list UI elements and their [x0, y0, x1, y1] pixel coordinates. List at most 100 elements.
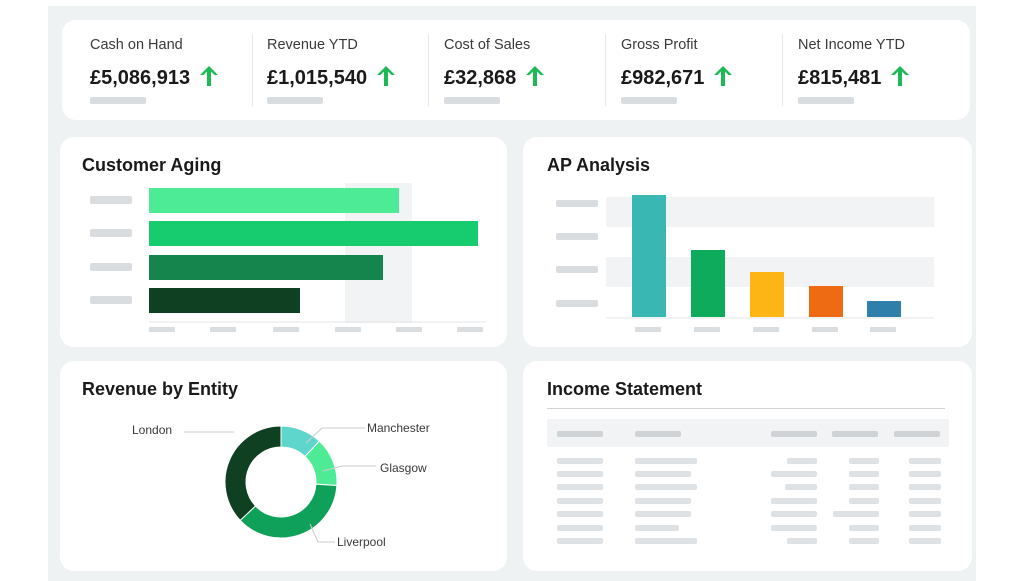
table-cell-placeholder	[909, 525, 941, 531]
table-cell-placeholder	[635, 484, 697, 490]
x-tick-placeholder	[870, 327, 896, 332]
table-cell-placeholder	[635, 538, 697, 544]
table-cell-placeholder	[635, 471, 691, 477]
x-tick-placeholder	[694, 327, 720, 332]
table-cell-placeholder	[635, 498, 691, 504]
customer-aging-card[interactable]: Customer Aging	[60, 137, 507, 347]
kpi-placeholder	[90, 97, 146, 104]
kpi-divider	[252, 34, 253, 106]
kpi-placeholder	[444, 97, 500, 104]
x-tick-placeholder	[335, 327, 361, 332]
kpi-value: £815,481	[798, 67, 882, 89]
card-title: Revenue by Entity	[82, 379, 239, 399]
x-tick-placeholder	[149, 327, 175, 332]
table-cell-placeholder	[635, 525, 679, 531]
income-statement-card[interactable]: Income Statement	[523, 361, 972, 571]
table-cell-placeholder	[557, 525, 603, 531]
table-cell-placeholder	[849, 498, 879, 504]
kpi-value: £32,868	[444, 67, 517, 89]
table-cell-placeholder	[635, 458, 697, 464]
table-cell-placeholder	[909, 458, 941, 464]
ap-bar[interactable]	[809, 286, 843, 317]
table-cell-placeholder	[849, 484, 879, 490]
leader-line-liverpool	[309, 523, 335, 543]
table-header-placeholder	[832, 431, 878, 437]
kpi-label: Gross Profit	[621, 37, 698, 53]
aging-bar[interactable]	[149, 188, 399, 213]
trend-up-arrow-icon	[891, 66, 910, 86]
table-header-placeholder	[635, 431, 681, 437]
kpi-label: Cost of Sales	[444, 37, 531, 53]
title-underline	[547, 408, 945, 409]
table-cell-placeholder	[771, 498, 817, 504]
table-cell-placeholder	[557, 484, 603, 490]
category-label-placeholder	[90, 196, 132, 204]
card-title: Income Statement	[547, 379, 703, 399]
trend-up-arrow-icon	[200, 66, 219, 86]
x-tick-placeholder	[396, 327, 422, 332]
table-cell-placeholder	[849, 538, 879, 544]
category-label-placeholder	[90, 229, 132, 237]
kpi-value: £1,015,540	[267, 67, 368, 89]
aging-bar[interactable]	[149, 288, 300, 313]
donut-label-manchester: Manchester	[367, 421, 430, 435]
table-cell-placeholder	[557, 538, 603, 544]
x-tick-placeholder	[635, 327, 661, 332]
donut-label-glasgow: Glasgow	[380, 461, 427, 475]
table-header-row	[547, 419, 949, 447]
y-tick-placeholder	[556, 266, 598, 273]
x-tick-placeholder	[273, 327, 299, 332]
table-cell-placeholder	[787, 538, 817, 544]
ap-analysis-chart	[556, 195, 934, 332]
aging-bar[interactable]	[149, 221, 478, 246]
x-tick-placeholder	[457, 327, 483, 332]
table-cell-placeholder	[557, 458, 603, 464]
trend-up-arrow-icon	[526, 66, 545, 86]
card-title: Customer Aging	[82, 155, 222, 175]
kpi-placeholder	[621, 97, 677, 104]
kpi-label: Cash on Hand	[90, 37, 183, 53]
table-cell-placeholder	[909, 471, 941, 477]
aging-bar[interactable]	[149, 255, 383, 280]
customer-aging-chart	[90, 183, 486, 332]
table-cell-placeholder	[557, 498, 603, 504]
card-title: AP Analysis	[547, 155, 651, 175]
donut-slice-london[interactable]	[224, 425, 282, 522]
revenue-by-entity-card[interactable]: Revenue by Entity London Manchester Glas…	[60, 361, 507, 571]
category-label-placeholder	[90, 296, 132, 304]
table-header-placeholder	[557, 431, 603, 437]
table-cell-placeholder	[557, 511, 603, 517]
kpi-placeholder	[798, 97, 854, 104]
ap-bar[interactable]	[750, 272, 784, 317]
ap-bar[interactable]	[691, 250, 725, 317]
kpi-label: Revenue YTD	[267, 37, 358, 53]
donut-label-london: London	[132, 423, 173, 437]
table-cell-placeholder	[785, 484, 817, 490]
x-tick-placeholder	[753, 327, 779, 332]
table-cell-placeholder	[833, 511, 879, 517]
table-cell-placeholder	[909, 498, 941, 504]
table-cell-placeholder	[849, 471, 879, 477]
table-cell-placeholder	[909, 484, 941, 490]
revenue-by-entity-chart	[184, 425, 376, 543]
ap-bar[interactable]	[867, 301, 901, 317]
leader-line-manchester	[305, 427, 365, 444]
ap-analysis-card[interactable]: AP Analysis	[523, 137, 972, 347]
table-cell-placeholder	[787, 458, 817, 464]
table-cell-placeholder	[909, 538, 941, 544]
kpi-divider	[428, 34, 429, 106]
y-tick-placeholder	[556, 200, 598, 207]
kpi-label: Net Income YTD	[798, 37, 905, 53]
kpi-divider	[605, 34, 606, 106]
leader-line-glasgow	[322, 465, 376, 472]
table-header-placeholder	[771, 431, 817, 437]
x-tick-placeholder	[210, 327, 236, 332]
ap-bar[interactable]	[632, 195, 666, 317]
table-cell-placeholder	[849, 458, 879, 464]
kpi-value: £5,086,913	[90, 67, 191, 89]
kpi-divider	[782, 34, 783, 106]
trend-up-arrow-icon	[714, 66, 733, 86]
donut-slice-liverpool[interactable]	[239, 483, 338, 539]
table-cell-placeholder	[849, 525, 879, 531]
table-cell-placeholder	[909, 511, 941, 517]
